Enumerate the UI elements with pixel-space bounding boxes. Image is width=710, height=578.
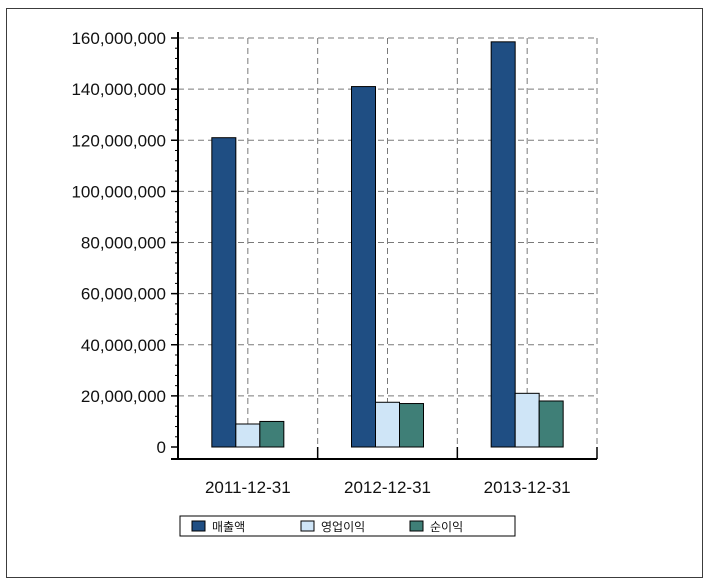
legend-swatch xyxy=(191,520,206,532)
y-tick-label: 140,000,000 xyxy=(71,80,166,99)
y-tick-label: 20,000,000 xyxy=(81,387,166,406)
bar-3-2013-12-31 xyxy=(538,400,564,448)
y-tick-label: 120,000,000 xyxy=(71,131,166,150)
bar-1-2011-12-31 xyxy=(211,137,237,448)
legend: 매출액 영업이익 순이익 xyxy=(179,515,516,537)
legend-swatch xyxy=(409,520,424,532)
y-tick-label: 160,000,000 xyxy=(71,29,166,48)
y-tick-label: 40,000,000 xyxy=(81,336,166,355)
bar-2-2013-12-31 xyxy=(514,392,540,448)
bar-1-2012-12-31 xyxy=(351,86,376,448)
x-tick-label: 2013-12-31 xyxy=(484,478,571,497)
bar-1-2013-12-31 xyxy=(490,41,516,448)
x-tick-label: 2012-12-31 xyxy=(344,478,431,497)
bar-3-2012-12-31 xyxy=(399,403,424,448)
legend-box xyxy=(179,515,516,537)
legend-swatch xyxy=(300,520,315,532)
legend-label: 영업이익 xyxy=(321,520,365,534)
bar-2-2011-12-31 xyxy=(235,423,261,448)
x-tick-label: 2011-12-31 xyxy=(205,478,291,497)
legend-label: 매출액 xyxy=(212,520,245,534)
y-tick-label: 0 xyxy=(157,438,166,457)
y-tick-label: 60,000,000 xyxy=(81,285,166,304)
y-tick-label: 100,000,000 xyxy=(71,182,166,201)
gridlines xyxy=(178,37,598,447)
legend-label: 순이익 xyxy=(430,520,463,534)
axes: 0 20,000,000 40,000,000 60,000,000 80,000,00… xyxy=(71,29,598,497)
bar-3-2011-12-31 xyxy=(259,420,285,448)
bar-2-2012-12-31 xyxy=(375,401,400,448)
y-tick-label: 80,000,000 xyxy=(81,234,166,253)
bars xyxy=(211,41,564,448)
